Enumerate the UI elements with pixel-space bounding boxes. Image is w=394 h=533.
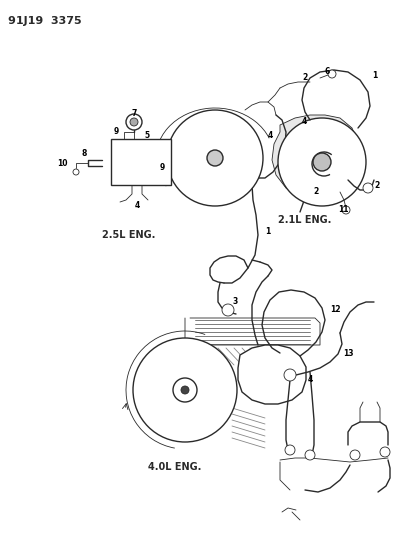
Text: 2: 2	[374, 182, 380, 190]
Text: 11: 11	[338, 206, 348, 214]
Text: 9: 9	[113, 127, 119, 136]
Text: 13: 13	[343, 349, 353, 358]
Text: 4: 4	[307, 376, 312, 384]
Text: 9: 9	[160, 164, 165, 173]
Text: 1: 1	[266, 228, 271, 237]
Circle shape	[342, 206, 350, 214]
Circle shape	[363, 183, 373, 193]
Text: 12: 12	[330, 305, 340, 314]
Circle shape	[173, 378, 197, 402]
Circle shape	[278, 118, 366, 206]
Text: 7: 7	[131, 109, 137, 118]
Text: 91J19  3375: 91J19 3375	[8, 16, 82, 26]
Text: 4: 4	[134, 201, 139, 211]
Text: 2: 2	[302, 74, 308, 83]
Circle shape	[130, 118, 138, 126]
Circle shape	[133, 338, 237, 442]
Polygon shape	[238, 345, 306, 404]
FancyBboxPatch shape	[111, 139, 171, 185]
Circle shape	[73, 169, 79, 175]
Circle shape	[167, 110, 263, 206]
Circle shape	[285, 445, 295, 455]
Circle shape	[284, 369, 296, 381]
Text: 2.1L ENG.: 2.1L ENG.	[278, 215, 331, 225]
Text: 4: 4	[301, 117, 307, 126]
Text: 2: 2	[313, 188, 319, 197]
Text: 4: 4	[268, 131, 273, 140]
Text: 4.0L ENG.: 4.0L ENG.	[148, 462, 201, 472]
Circle shape	[350, 450, 360, 460]
Circle shape	[181, 386, 189, 394]
Circle shape	[328, 70, 336, 78]
Text: 3: 3	[232, 297, 238, 306]
Text: 10: 10	[57, 158, 67, 167]
Text: 8: 8	[81, 149, 87, 158]
Text: 5: 5	[145, 131, 150, 140]
Text: 1: 1	[372, 70, 377, 79]
Circle shape	[126, 114, 142, 130]
Text: 6: 6	[324, 67, 330, 76]
Polygon shape	[272, 115, 358, 198]
Text: 2.5L ENG.: 2.5L ENG.	[102, 230, 155, 240]
Circle shape	[313, 153, 331, 171]
Circle shape	[207, 150, 223, 166]
Circle shape	[305, 450, 315, 460]
Circle shape	[380, 447, 390, 457]
Circle shape	[222, 304, 234, 316]
